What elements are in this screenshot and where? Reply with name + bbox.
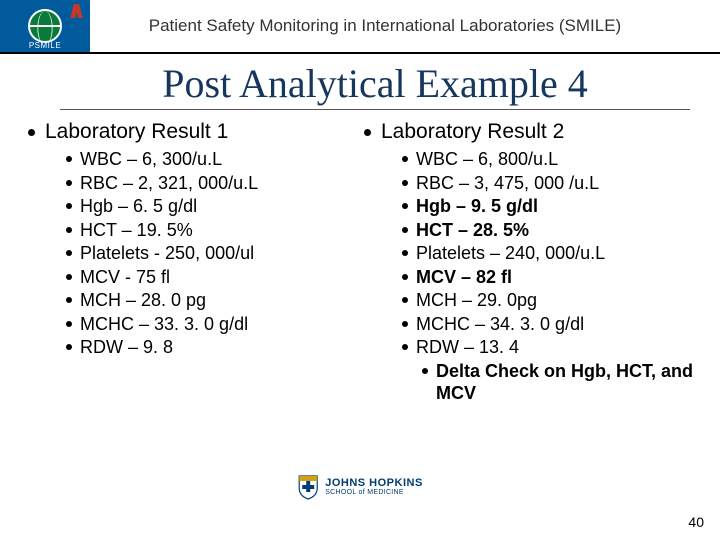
list-item: HCT – 19. 5% [66, 219, 364, 242]
list-item: Hgb – 9. 5 g/dl [402, 195, 700, 218]
header-underline [0, 52, 720, 54]
list-item: MCV - 75 fl [66, 266, 364, 289]
column-title-row: Laboratory Result 2 [364, 120, 700, 144]
footer-line2: SCHOOL of MEDICINE [325, 489, 423, 497]
list-item: MCH – 28. 0 pg [66, 289, 364, 312]
list-item: MCH – 29. 0pg [402, 289, 700, 312]
column-1: Laboratory Result 1 WBC – 6, 300/u.LRBC … [28, 120, 364, 406]
item-text: Platelets – 240, 000/u.L [416, 242, 605, 265]
bullet-icon [66, 156, 72, 162]
item-text: MCV – 82 fl [416, 266, 512, 289]
list-item: Hgb – 6. 5 g/dl [66, 195, 364, 218]
bullet-icon [402, 203, 408, 209]
list-item: WBC – 6, 800/u.L [402, 148, 700, 171]
item-text: HCT – 19. 5% [80, 219, 193, 242]
item-text: WBC – 6, 800/u.L [416, 148, 558, 171]
column-title: Laboratory Result 2 [381, 120, 564, 144]
footer-text: JOHNS HOPKINS SCHOOL of MEDICINE [325, 477, 423, 497]
items-list: WBC – 6, 800/u.LRBC – 3, 475, 000 /u.LHg… [364, 148, 700, 405]
item-text: Hgb – 6. 5 g/dl [80, 195, 197, 218]
bullet-icon [402, 156, 408, 162]
ribbon-icon [72, 4, 82, 18]
list-item: WBC – 6, 300/u.L [66, 148, 364, 171]
bullet-icon [66, 344, 72, 350]
header-title: Patient Safety Monitoring in Internation… [90, 16, 720, 36]
item-text: WBC – 6, 300/u.L [80, 148, 222, 171]
item-text: MCH – 29. 0pg [416, 289, 537, 312]
shield-icon [297, 474, 319, 500]
main-title: Post Analytical Example 4 [60, 60, 690, 110]
bullet-icon [402, 297, 408, 303]
item-text: MCV - 75 fl [80, 266, 170, 289]
item-text: RDW – 9. 8 [80, 336, 173, 359]
list-item: MCV – 82 fl [402, 266, 700, 289]
item-text: Delta Check on Hgb, HCT, and MCV [436, 360, 700, 405]
list-item: Platelets - 250, 000/ul [66, 242, 364, 265]
bullet-icon [402, 227, 408, 233]
bullet-icon [364, 129, 371, 136]
list-item: Delta Check on Hgb, HCT, and MCV [422, 360, 700, 405]
list-item: Platelets – 240, 000/u.L [402, 242, 700, 265]
page-number: 40 [688, 514, 704, 530]
logo-label: PSMILE [29, 41, 61, 50]
bullet-icon [28, 129, 35, 136]
footer-line1: JOHNS HOPKINS [325, 477, 423, 489]
column-title-row: Laboratory Result 1 [28, 120, 364, 144]
bullet-icon [422, 368, 428, 374]
item-text: MCHC – 33. 3. 0 g/dl [80, 313, 248, 336]
bullet-icon [66, 227, 72, 233]
item-text: RDW – 13. 4 [416, 336, 519, 359]
bullet-icon [402, 180, 408, 186]
list-item: MCHC – 34. 3. 0 g/dl [402, 313, 700, 336]
item-text: Hgb – 9. 5 g/dl [416, 195, 538, 218]
bullet-icon [66, 321, 72, 327]
column-2: Laboratory Result 2 WBC – 6, 800/u.LRBC … [364, 120, 700, 406]
bullet-icon [66, 180, 72, 186]
list-item: HCT – 28. 5% [402, 219, 700, 242]
item-text: RBC – 2, 321, 000/u.L [80, 172, 258, 195]
item-text: RBC – 3, 475, 000 /u.L [416, 172, 599, 195]
psmile-logo: PSMILE [0, 0, 90, 52]
bullet-icon [66, 250, 72, 256]
bullet-icon [66, 274, 72, 280]
items-list: WBC – 6, 300/u.LRBC – 2, 321, 000/u.LHgb… [28, 148, 364, 359]
list-item: MCHC – 33. 3. 0 g/dl [66, 313, 364, 336]
item-text: Platelets - 250, 000/ul [80, 242, 254, 265]
footer-logo: JOHNS HOPKINS SCHOOL of MEDICINE [297, 474, 423, 500]
bullet-icon [402, 344, 408, 350]
list-item: RBC – 2, 321, 000/u.L [66, 172, 364, 195]
list-item: RDW – 9. 8 [66, 336, 364, 359]
column-title: Laboratory Result 1 [45, 120, 228, 144]
bullet-icon [402, 250, 408, 256]
item-text: MCH – 28. 0 pg [80, 289, 206, 312]
bullet-icon [66, 203, 72, 209]
item-text: MCHC – 34. 3. 0 g/dl [416, 313, 584, 336]
list-item: RDW – 13. 4 [402, 336, 700, 359]
list-item: RBC – 3, 475, 000 /u.L [402, 172, 700, 195]
header-bar: PSMILE Patient Safety Monitoring in Inte… [0, 0, 720, 52]
globe-icon [28, 9, 62, 43]
item-text: HCT – 28. 5% [416, 219, 529, 242]
bullet-icon [402, 274, 408, 280]
bullet-icon [402, 321, 408, 327]
sub-items: Delta Check on Hgb, HCT, and MCV [402, 360, 700, 405]
columns-container: Laboratory Result 1 WBC – 6, 300/u.LRBC … [0, 114, 720, 406]
bullet-icon [66, 297, 72, 303]
